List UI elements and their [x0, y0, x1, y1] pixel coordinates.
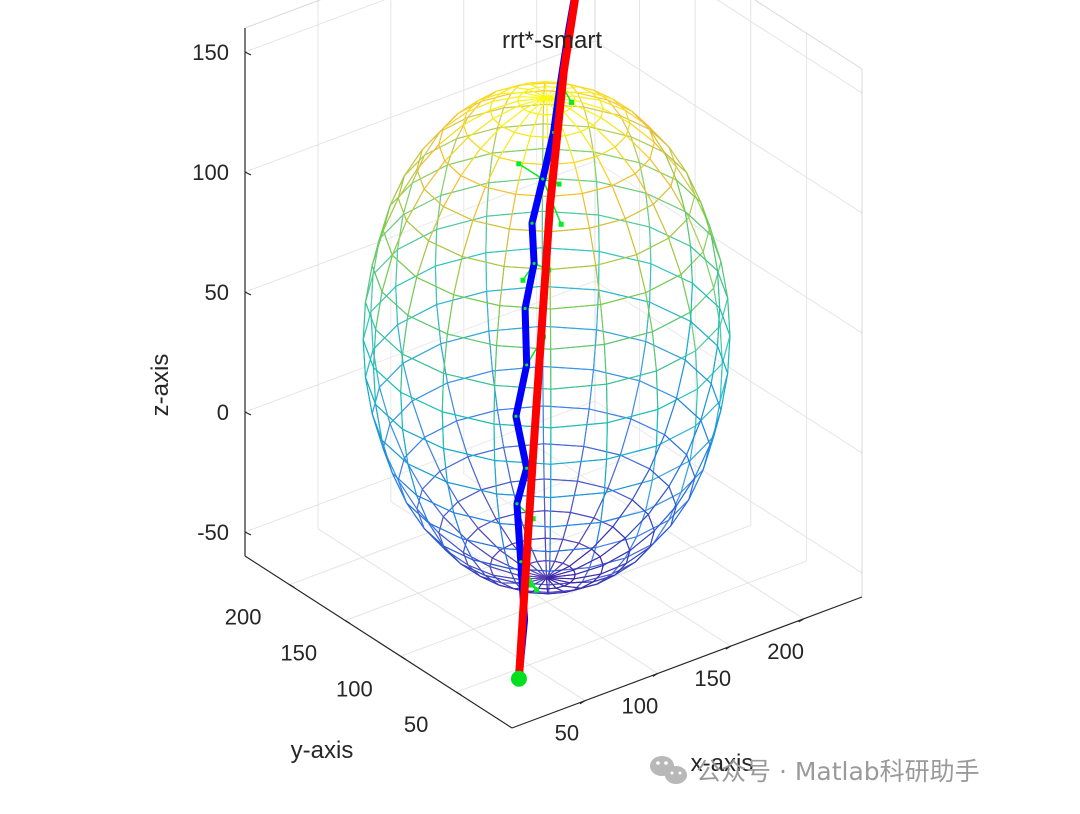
tree-branch [518, 163, 544, 180]
tree-node [534, 587, 540, 593]
z-tick-label: 150 [192, 40, 229, 65]
y-axis-label: y-axis [291, 737, 354, 764]
x-tick-label: 150 [694, 666, 731, 691]
sphere-face [549, 303, 605, 350]
rrt-path-node [532, 261, 536, 266]
sphere-face [550, 383, 608, 429]
sphere-face [549, 492, 605, 528]
sphere-face [550, 422, 608, 465]
grid-line [244, 0, 322, 29]
grid-line [400, 524, 751, 657]
z-tick-label: 0 [217, 400, 229, 425]
x-axis-line [511, 596, 863, 729]
x-tick-label: 100 [621, 693, 658, 718]
grid-line [456, 560, 807, 693]
x-tick-mark [798, 618, 804, 623]
sphere-face [550, 343, 608, 390]
wechat-icon [650, 756, 687, 784]
grid-line [244, 40, 596, 173]
rrt-path-node [525, 363, 529, 367]
tick-labels: 50 100 150 200 50 100 150 200 -50 0 50 100 150 [192, 40, 804, 746]
y-tick-mark [289, 584, 295, 589]
smart-path-line [514, 0, 579, 683]
tree-node [569, 99, 575, 105]
grid-line [244, 160, 596, 293]
chart-title: rrt*-smart [502, 27, 602, 54]
sphere-face [549, 264, 602, 310]
z-tick-mark [244, 51, 252, 56]
watermark: 公众号 · Matlab科研助手 [650, 756, 980, 786]
tree-node [558, 221, 564, 227]
rrt-path-node [519, 560, 523, 564]
rrt-path-node [541, 177, 545, 181]
z-tick-mark [244, 291, 252, 296]
axes-box [244, 28, 863, 729]
rrt-path-node [514, 414, 518, 418]
z-axis-label: z-axis [147, 354, 174, 417]
grid-line [594, 160, 863, 334]
y-tick-label: 150 [280, 641, 317, 666]
x-tick-label: 50 [555, 721, 579, 746]
start-point [510, 670, 527, 687]
tree-node [516, 161, 522, 167]
sphere-face [549, 227, 597, 271]
grid-line [244, 280, 596, 413]
grid-line [244, 0, 386, 53]
sphere-face [550, 458, 608, 499]
x-axis-label: x-axis [691, 750, 754, 777]
rrt-path-node [530, 221, 534, 225]
tree-node [520, 277, 526, 283]
x-tick-mark [579, 700, 586, 705]
watermark-text: 公众号 · Matlab科研助手 [696, 757, 980, 786]
y-tick-mark [344, 619, 351, 625]
y-tick-mark [400, 655, 407, 660]
grid-line [594, 40, 863, 214]
z-tick-label: 100 [192, 160, 229, 185]
sphere-obstacle [362, 81, 731, 595]
grid-line [594, 400, 863, 574]
z-tick-mark [244, 531, 252, 536]
x-tick-label: 200 [767, 639, 804, 664]
rrt-path-node [525, 466, 529, 470]
grid-line [289, 453, 640, 586]
y-tick-label: 100 [336, 676, 373, 701]
y-tick-label: 50 [404, 712, 428, 737]
y-tick-label: 200 [225, 605, 262, 630]
y-tick-mark [456, 691, 462, 696]
z-tick-label: 50 [205, 280, 229, 305]
tree-node [556, 181, 562, 187]
grid-line [753, 0, 863, 70]
sphere-face [546, 565, 575, 579]
z-tick-mark [244, 411, 252, 416]
z-tick-mark [244, 171, 252, 176]
tree-node [530, 516, 536, 522]
rrt-path-node [523, 306, 527, 311]
grid-line [716, 0, 863, 94]
rrt-path-node [515, 502, 519, 506]
series-layer [510, 0, 579, 687]
tree-node [528, 582, 534, 588]
x-tick-mark [652, 672, 659, 677]
z-tick-label: -50 [197, 520, 229, 545]
x-tick-mark [725, 645, 732, 650]
